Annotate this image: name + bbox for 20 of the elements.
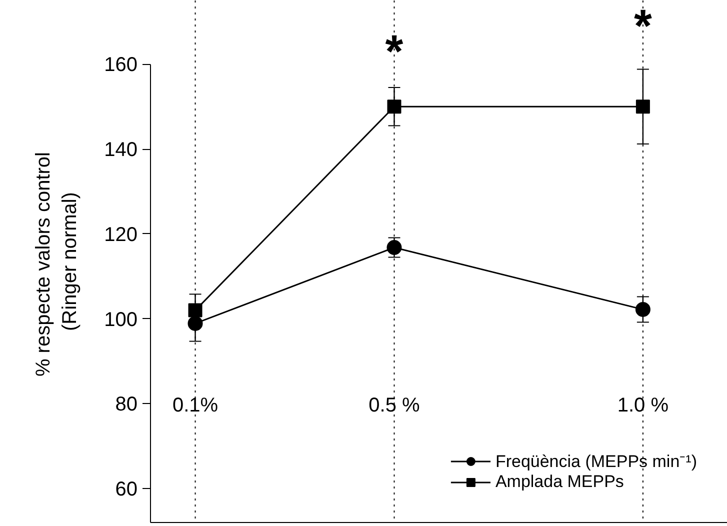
point	[636, 100, 650, 114]
legend-label: Freqüència (MEPPs min⁻¹)	[495, 451, 697, 472]
annotation: *	[385, 24, 404, 77]
y-tick-label: 120	[104, 224, 138, 246]
point	[387, 100, 402, 114]
y-axis-title: % respecte valors control (Ringer normal)	[32, 152, 82, 377]
y-tick-label: 80	[115, 394, 138, 416]
y-tick-label: 140	[104, 139, 138, 162]
x-tick-label: 0.5 %	[368, 394, 420, 416]
point	[188, 316, 203, 331]
y-tick-label: 160	[104, 54, 138, 76]
y-tick-label: 60	[115, 478, 138, 501]
annotation: *	[634, 0, 652, 52]
legend-label: Amplada MEPPs	[495, 472, 624, 492]
point	[386, 240, 402, 255]
x-tick-label: 0.1%	[172, 394, 218, 416]
y-tick-label: 100	[104, 308, 138, 331]
point	[188, 303, 202, 318]
x-tick-label: 1.0 %	[617, 394, 669, 416]
point	[635, 302, 650, 317]
